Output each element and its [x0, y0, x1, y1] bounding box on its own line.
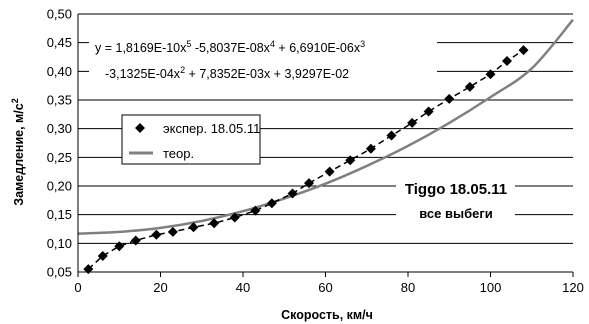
- data-point: [97, 250, 108, 261]
- y-tick-label: 0,10: [47, 236, 72, 251]
- trendline-equation: y = 1,8169E-10x5 -5,8037E-08x4 + 6,6910E…: [89, 34, 437, 90]
- x-tick-label: 80: [401, 280, 415, 295]
- theory-series: [77, 18, 574, 235]
- y-tick-label: 0,30: [47, 121, 72, 136]
- x-tick-label: 60: [318, 280, 332, 295]
- data-point: [167, 226, 178, 237]
- data-point: [229, 212, 240, 223]
- x-tick-label: 120: [562, 280, 584, 295]
- y-axis-title: Замедление, м/с2: [10, 98, 26, 205]
- y-tick-label: 0,05: [47, 265, 72, 280]
- y-tick-label: 0,20: [47, 179, 72, 194]
- annotation-frame: [396, 172, 515, 228]
- y-tick-label: 0,25: [47, 150, 72, 165]
- x-tick-labels: 0 20 40 60 80 100 120: [74, 280, 583, 295]
- axes: [77, 14, 574, 277]
- legend-label-theory: теор.: [163, 146, 194, 161]
- data-point: [114, 241, 125, 252]
- data-point: [266, 198, 277, 209]
- data-point: [502, 56, 512, 67]
- x-tick-label: 40: [236, 280, 250, 295]
- data-point: [386, 130, 397, 141]
- data-point: [444, 93, 455, 104]
- x-tick-label: 100: [480, 280, 502, 295]
- y-tick-label: 0,45: [47, 35, 72, 50]
- legend: экспер. 18.05.11 теор.: [121, 114, 261, 165]
- x-axis-title: Скорость, км/ч: [281, 308, 373, 322]
- legend-label-experimental: экспер. 18.05.11: [163, 121, 260, 136]
- data-point: [287, 188, 298, 199]
- equation-line-1: y = 1,8169E-10x5 -5,8037E-08x4 + 6,6910E…: [95, 39, 365, 55]
- legend-box: [121, 114, 261, 165]
- y-axis-title-sup: 2: [10, 98, 20, 103]
- equation-box: [89, 34, 437, 90]
- data-point: [324, 166, 335, 177]
- y-tick-labels: 0,05 0,10 0,15 0,20 0,25 0,30 0,35 0,40 0,45 0,50: [47, 7, 72, 280]
- data-point: [304, 178, 314, 189]
- x-tick-label: 20: [153, 280, 167, 295]
- data-point: [209, 218, 220, 229]
- data-point: [250, 205, 261, 216]
- data-point: [151, 229, 162, 240]
- data-point: [407, 117, 418, 128]
- experimental-series: [83, 45, 529, 275]
- equation-line-2: -3,1325E-04x2 + 7,8352E-03x + 3,9297E-02: [105, 65, 349, 81]
- data-point: [423, 106, 434, 117]
- data-point: [345, 155, 356, 166]
- annotation-box: Tiggo 18.05.11 все выбеги: [396, 172, 515, 228]
- data-point: [518, 45, 529, 56]
- legend-diamond-marker: [135, 123, 145, 133]
- data-point: [130, 235, 141, 246]
- data-point: [485, 69, 496, 80]
- x-tick-label: 0: [74, 280, 81, 295]
- y-tick-label: 0,15: [47, 207, 72, 222]
- y-tick-label: 0,35: [47, 93, 72, 108]
- annotation-title: Tiggo 18.05.11: [405, 181, 507, 198]
- theory-curve: [77, 18, 574, 235]
- annotation-subtitle: все выбеги: [419, 206, 493, 221]
- y-tick-label: 0,40: [47, 64, 72, 79]
- data-point: [464, 81, 475, 92]
- data-point: [365, 143, 376, 154]
- y-tick-label: 0,50: [47, 7, 72, 22]
- y-axis-title-text: Замедление, м/с: [12, 103, 26, 205]
- data-point: [188, 222, 199, 233]
